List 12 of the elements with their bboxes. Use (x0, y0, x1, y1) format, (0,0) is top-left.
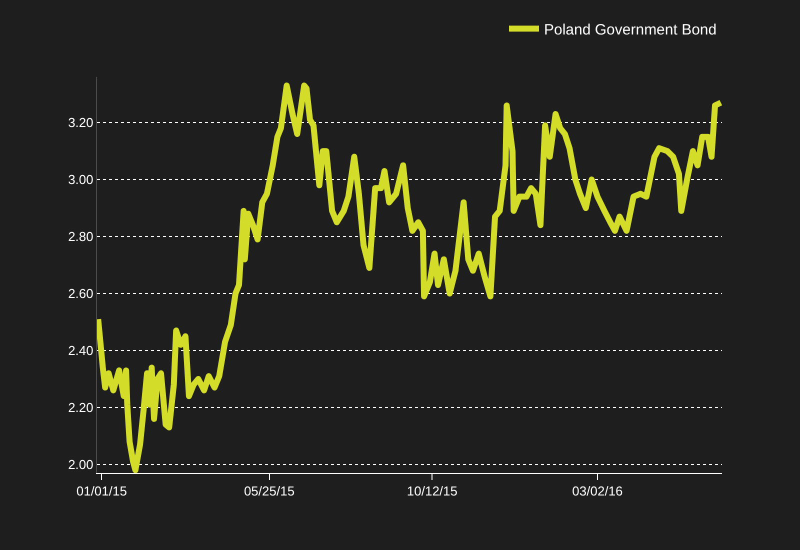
legend-label: Poland Government Bond (544, 21, 717, 38)
y-tick-label: 2.80 (68, 229, 94, 244)
x-tick-label: 01/01/15 (76, 484, 127, 499)
y-tick-label: 2.20 (68, 400, 94, 416)
y-tick-label: 2.60 (68, 286, 94, 302)
y-tick-label: 2.40 (68, 343, 94, 358)
x-tick-label: 03/02/16 (572, 484, 623, 499)
y-tick-label: 3.20 (68, 115, 94, 130)
y-tick-label: 2.00 (68, 457, 94, 472)
x-tick-label: 05/25/15 (244, 484, 295, 499)
y-tick-label: 3.00 (68, 172, 94, 188)
x-tick-label: 10/12/15 (406, 484, 458, 499)
